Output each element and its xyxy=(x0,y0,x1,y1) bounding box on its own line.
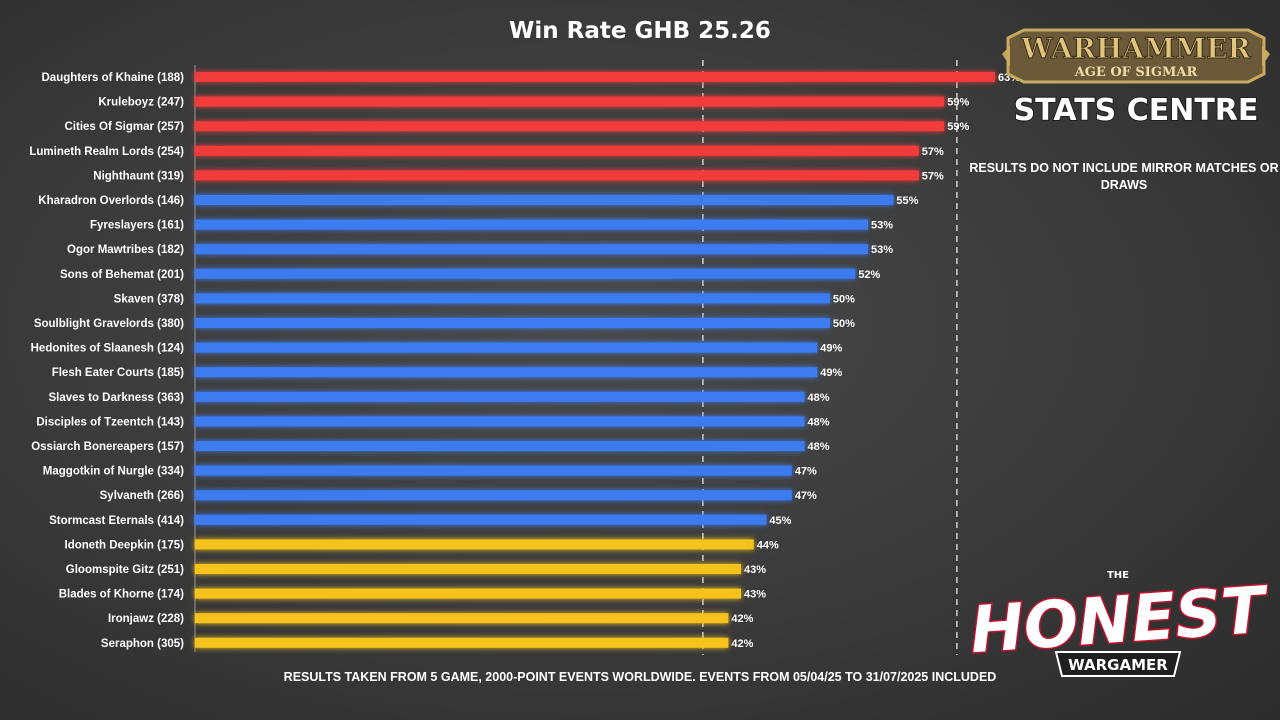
category-label: Ossiarch Bonereapers (157) xyxy=(31,441,184,453)
bar xyxy=(195,367,818,378)
svg-text:WARGAMER: WARGAMER xyxy=(1068,656,1168,674)
category-label: Daughters of Khaine (188) xyxy=(42,72,185,84)
category-label: Sons of Behemat (201) xyxy=(60,269,184,281)
category-label: Stormcast Eternals (414) xyxy=(49,515,184,527)
bar-value-label: 43% xyxy=(744,589,766,601)
svg-text:AGE OF SIGMAR: AGE OF SIGMAR xyxy=(1074,65,1198,80)
bar-value-label: 50% xyxy=(833,318,855,330)
category-label: Blades of Khorne (174) xyxy=(59,589,184,601)
bar-value-label: 48% xyxy=(808,416,830,428)
bar xyxy=(195,613,729,624)
bar-value-label: 49% xyxy=(820,367,842,379)
category-label: Cities Of Sigmar (257) xyxy=(64,121,184,133)
category-label: Hedonites of Slaanesh (124) xyxy=(31,343,185,355)
results-note: RESULTS DO NOT INCLUDE MIRROR MATCHES OR… xyxy=(969,161,1279,192)
bar xyxy=(195,195,894,205)
category-label: Idoneth Deepkin (175) xyxy=(65,539,185,551)
bar-value-label: 45% xyxy=(769,515,791,527)
bar-value-label: 52% xyxy=(858,269,880,281)
bar xyxy=(195,219,869,230)
category-label: Flesh Eater Courts (185) xyxy=(52,367,184,379)
bar-value-label: 55% xyxy=(896,195,918,207)
bar-value-label: 47% xyxy=(795,466,817,478)
bar xyxy=(195,637,729,648)
bar-value-label: 49% xyxy=(820,343,842,355)
category-label: Kharadron Overlords (146) xyxy=(38,195,184,207)
category-label: Ironjawz (228) xyxy=(108,613,184,625)
bar-value-label: 57% xyxy=(922,170,944,182)
bar-value-label: 43% xyxy=(744,564,766,576)
warhammer-stats-centre-logo: WARHAMMER AGE OF SIGMAR STATS CENTRE xyxy=(1002,28,1270,129)
bar xyxy=(195,121,945,132)
bar-value-label: 59% xyxy=(947,121,969,133)
svg-text:THE: THE xyxy=(1107,570,1129,581)
svg-text:STATS CENTRE: STATS CENTRE xyxy=(1014,93,1259,128)
bar-value-label: 53% xyxy=(871,220,893,232)
category-label: Sylvaneth (266) xyxy=(100,490,185,502)
bar xyxy=(195,170,919,181)
bar xyxy=(195,539,754,550)
category-label: Gloomspite Gitz (251) xyxy=(66,564,184,576)
bar-value-label: 42% xyxy=(731,613,753,625)
bar xyxy=(195,145,919,156)
bar xyxy=(195,391,805,402)
bar-value-label: 44% xyxy=(757,539,779,551)
bar-value-label: 50% xyxy=(833,293,855,305)
footer-note: RESULTS TAKEN FROM 5 GAME, 2000-POINT EV… xyxy=(283,670,997,684)
honest-wargamer-logo: THE HONEST WARGAMER xyxy=(968,570,1268,677)
bar-value-label: 48% xyxy=(808,441,830,453)
category-label: Slaves to Darkness (363) xyxy=(48,392,184,404)
category-label: Soulblight Gravelords (380) xyxy=(34,318,184,330)
category-label: Fyreslayers (161) xyxy=(90,220,184,232)
category-label: Disciples of Tzeentch (143) xyxy=(36,416,184,428)
bar-value-label: 47% xyxy=(795,490,817,502)
bar xyxy=(195,564,742,574)
bar xyxy=(195,268,856,279)
bar-value-label: 59% xyxy=(947,97,969,109)
bar xyxy=(195,588,742,599)
bar-value-label: 53% xyxy=(871,244,893,256)
bar-value-label: 57% xyxy=(922,146,944,158)
bar xyxy=(195,465,792,476)
category-label: Nighthaunt (319) xyxy=(93,170,184,182)
category-label: Ogor Mawtribes (182) xyxy=(67,244,184,256)
bar xyxy=(195,293,830,304)
svg-text:WARHAMMER: WARHAMMER xyxy=(1020,32,1251,65)
category-label: Lumineth Realm Lords (254) xyxy=(29,146,184,158)
bar xyxy=(195,490,792,501)
bar xyxy=(195,441,805,451)
bar xyxy=(195,318,830,328)
bar xyxy=(195,244,869,255)
category-label: Kruleboyz (247) xyxy=(98,97,184,109)
category-label: Maggotkin of Nurgle (334) xyxy=(43,466,184,478)
bar xyxy=(195,514,767,525)
bar xyxy=(195,342,818,353)
category-label: Seraphon (305) xyxy=(101,638,184,650)
bar-value-label: 48% xyxy=(808,392,830,404)
bar xyxy=(195,72,995,82)
bar xyxy=(195,416,805,427)
bar-value-label: 42% xyxy=(731,638,753,650)
chart-title: Win Rate GHB 25.26 xyxy=(509,18,771,44)
category-label: Skaven (378) xyxy=(114,293,184,305)
bar xyxy=(195,96,945,107)
